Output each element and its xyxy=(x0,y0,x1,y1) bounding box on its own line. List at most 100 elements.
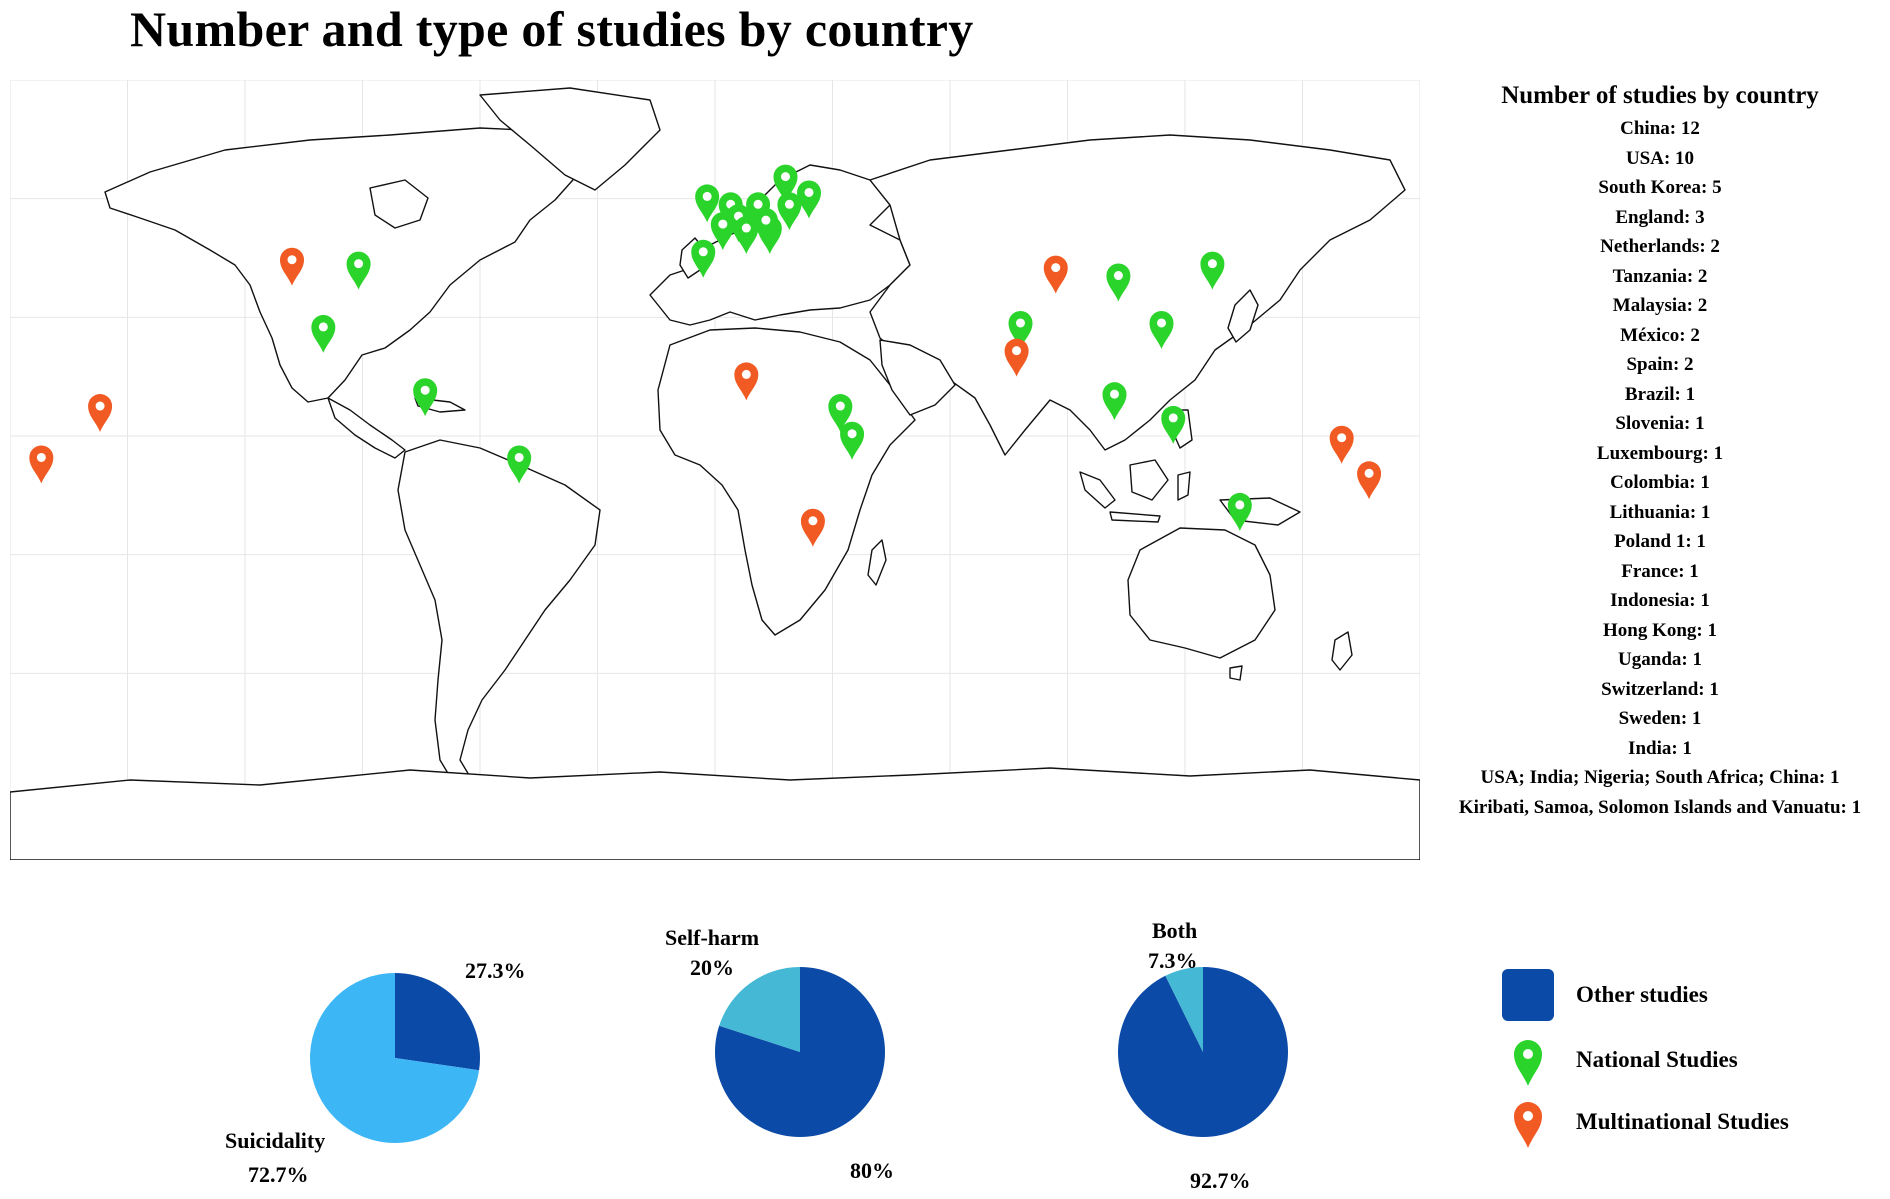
count-item: South Korea: 5 xyxy=(1598,177,1722,198)
national-study-marker xyxy=(346,251,371,290)
map-pin-dot xyxy=(1235,500,1245,510)
count-item: Spain: 2 xyxy=(1626,354,1694,375)
multinational-study-marker xyxy=(1004,338,1029,377)
multinational-study-marker xyxy=(29,445,54,484)
map-pin-icon xyxy=(1004,338,1029,377)
legend-label-multinational: Multinational Studies xyxy=(1576,1109,1789,1134)
map-pin-dot xyxy=(784,199,794,209)
map-pin-dot xyxy=(420,385,430,395)
count-item: India: 1 xyxy=(1628,737,1692,759)
national-study-marker xyxy=(734,216,759,255)
national-study-marker xyxy=(1106,263,1131,302)
map-pin-icon xyxy=(840,421,865,460)
map-pin-dot xyxy=(718,219,728,229)
national-study-marker xyxy=(710,212,735,251)
multinational-study-marker xyxy=(280,247,304,286)
map-pin-icon xyxy=(710,212,735,251)
map-pin-dot xyxy=(808,516,818,526)
map-pin-icon xyxy=(1149,310,1174,349)
arabia-outline xyxy=(879,339,956,416)
borneo-outline xyxy=(1129,459,1169,501)
map-pin-icon xyxy=(773,164,798,203)
multinational-study-marker xyxy=(1329,425,1354,464)
pie-svg xyxy=(310,967,1289,1143)
africa-outline xyxy=(657,327,916,636)
green-pin-icon xyxy=(1514,1040,1542,1086)
map-pin-dot xyxy=(753,199,763,209)
count-item: Poland 1: 1 xyxy=(1614,531,1706,552)
map-pin-icon xyxy=(797,180,821,219)
count-item: Hong Kong: 1 xyxy=(1602,619,1718,641)
count-item: Slovenia: 1 xyxy=(1615,413,1705,434)
map-pin-dot xyxy=(1051,263,1061,273)
pie2-other-label: 80% xyxy=(850,1158,894,1183)
australia-outline xyxy=(1127,527,1276,659)
count-item: Indonesia: 1 xyxy=(1610,590,1710,611)
pie3-other-label: 92.7% xyxy=(1190,1168,1251,1193)
national-study-marker xyxy=(828,394,853,433)
national-study-marker xyxy=(1102,382,1127,421)
count-item: USA; India; Nigeria; South Africa; China… xyxy=(1480,767,1840,788)
national-study-marker xyxy=(773,164,798,203)
pie1-pct-label: 72.7% xyxy=(248,1162,309,1187)
map-pin-icon xyxy=(1357,461,1382,500)
national-study-marker xyxy=(777,192,802,231)
national-study-marker xyxy=(311,314,336,353)
pie-slice-suicidality xyxy=(310,973,480,1143)
map-pin-dot xyxy=(741,369,751,379)
map-pin-dot xyxy=(1157,318,1166,328)
count-item: Tanzania: 2 xyxy=(1612,265,1708,287)
map-pin-dot xyxy=(847,429,857,439)
count-item: England: 3 xyxy=(1615,206,1705,228)
study-markers xyxy=(29,164,1382,547)
map-pin-dot xyxy=(835,401,845,411)
map-pin-icon xyxy=(800,508,825,547)
map-pin-dot xyxy=(698,247,708,257)
map-pin-dot xyxy=(702,191,712,201)
sulawesi-outline xyxy=(1177,471,1191,501)
world-map xyxy=(10,80,1420,860)
count-item: Malaysia: 2 xyxy=(1612,295,1708,316)
pie-slice-self-harm xyxy=(719,967,800,1052)
national-study-marker xyxy=(840,421,865,460)
national-study-marker xyxy=(507,445,532,484)
map-pin-icon xyxy=(1043,255,1068,294)
java-outline xyxy=(1109,511,1161,523)
pie-slice-other xyxy=(715,967,886,1137)
multinational-study-marker xyxy=(734,362,759,401)
map-pin-icon xyxy=(734,362,759,401)
map-pin-dot xyxy=(36,452,46,462)
legend-item-national: National Studies xyxy=(1500,1030,1738,1090)
pie1-name-label: Suicidality xyxy=(225,1128,326,1153)
map-pin-dot xyxy=(1016,318,1025,328)
count-item: USA: 10 xyxy=(1625,147,1695,169)
map-pin-dot xyxy=(287,255,297,265)
national-study-marker xyxy=(413,378,438,417)
count-item: México: 2 xyxy=(1620,324,1700,346)
antarctica-outline xyxy=(10,767,1420,860)
national-study-marker xyxy=(1200,251,1225,290)
multinational-study-marker xyxy=(800,508,825,547)
national-study-marker xyxy=(753,208,778,247)
legend-label-other-studies: Other studies xyxy=(1576,982,1708,1007)
map-pin-icon xyxy=(753,208,778,247)
multinational-study-marker xyxy=(1043,255,1068,294)
legend-label-national: National Studies xyxy=(1576,1047,1738,1072)
pie-slice-other xyxy=(395,973,481,1071)
map-pin-icon xyxy=(695,184,720,223)
pie3-name-label: Both xyxy=(1152,918,1198,943)
map-land xyxy=(10,87,1420,860)
pie1-other-label: 27.3% xyxy=(465,958,526,983)
national-study-marker xyxy=(1008,310,1033,349)
legend-item-other-studies: Other studies xyxy=(1500,965,1708,1025)
map-pin-dot xyxy=(1207,259,1217,269)
count-item: Sweden: 1 xyxy=(1618,708,1702,729)
map-pin-icon xyxy=(413,378,438,417)
legend-square-icon xyxy=(1502,969,1554,1021)
map-pin-dot xyxy=(761,215,771,225)
map-pin-icon xyxy=(828,394,853,433)
map-pin-icon xyxy=(88,394,113,433)
national-study-marker xyxy=(1149,310,1174,349)
pie3-pct-label: 7.3% xyxy=(1148,948,1198,973)
multinational-study-marker xyxy=(88,394,113,433)
